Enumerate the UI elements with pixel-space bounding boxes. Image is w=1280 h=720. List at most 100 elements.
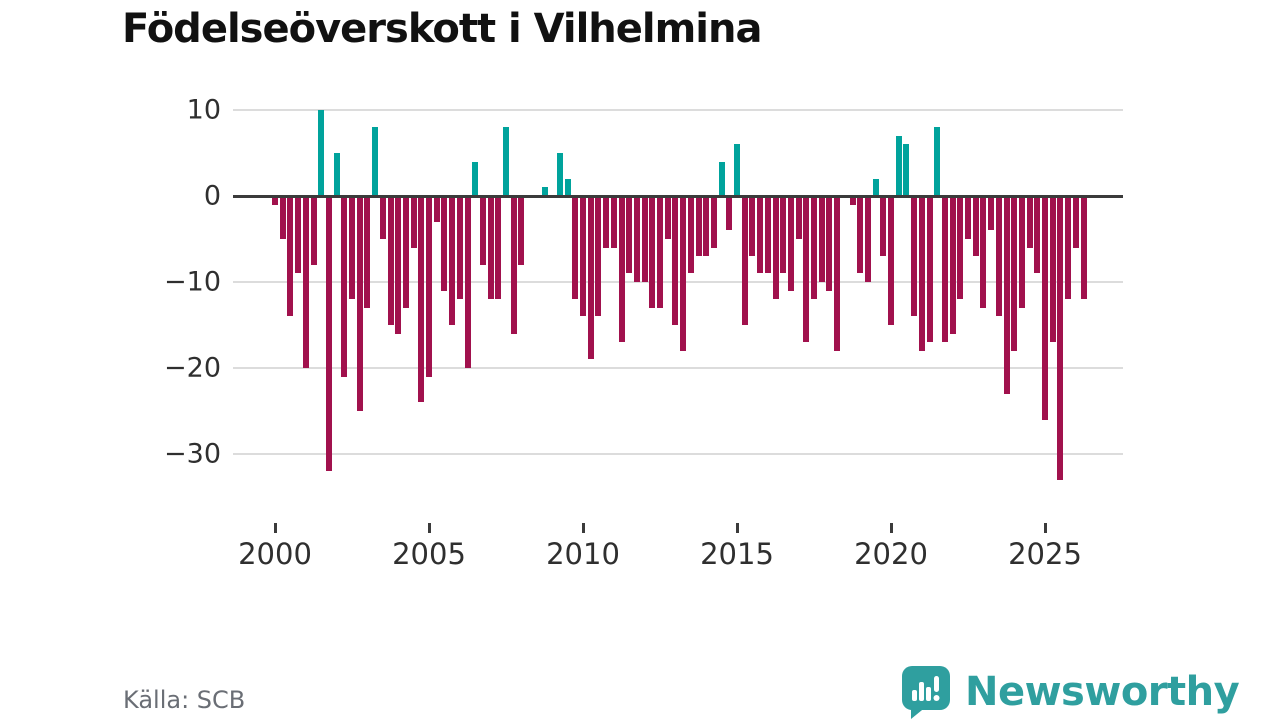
bar bbox=[1034, 196, 1041, 274]
gridline-y--20 bbox=[233, 367, 1123, 369]
bar bbox=[934, 127, 941, 196]
x-tick-mark bbox=[735, 523, 739, 533]
bar bbox=[895, 135, 902, 196]
x-axis-label: 2015 bbox=[700, 537, 774, 571]
bar bbox=[957, 196, 964, 300]
bar bbox=[356, 196, 363, 411]
bar bbox=[503, 127, 509, 196]
bar bbox=[780, 196, 787, 274]
bar bbox=[272, 196, 278, 205]
bar bbox=[318, 110, 325, 196]
bar bbox=[988, 196, 995, 231]
bar bbox=[949, 196, 956, 334]
bar bbox=[764, 196, 771, 274]
bar bbox=[556, 153, 563, 196]
bar bbox=[811, 196, 817, 300]
bar bbox=[672, 196, 679, 325]
bar bbox=[818, 196, 825, 282]
newsworthy-bubble-icon bbox=[902, 666, 950, 719]
bar bbox=[864, 196, 871, 282]
bar bbox=[302, 196, 309, 368]
bar bbox=[487, 196, 494, 300]
bar bbox=[926, 196, 933, 343]
bar bbox=[1011, 196, 1018, 351]
bar bbox=[664, 196, 671, 239]
bar bbox=[834, 196, 841, 351]
bar bbox=[695, 196, 702, 257]
bar bbox=[372, 127, 379, 196]
bar bbox=[279, 196, 286, 239]
bar bbox=[626, 196, 633, 274]
bar bbox=[379, 196, 386, 239]
bar bbox=[595, 196, 602, 317]
bar bbox=[657, 196, 663, 308]
bar bbox=[618, 196, 625, 343]
bar bbox=[710, 196, 717, 248]
source-label: Källa: SCB bbox=[123, 686, 246, 714]
x-axis-label: 2005 bbox=[392, 537, 466, 571]
y-axis-label: −30 bbox=[164, 438, 221, 470]
bar bbox=[402, 196, 409, 308]
bar bbox=[1057, 196, 1064, 480]
bar bbox=[965, 196, 971, 239]
bar bbox=[703, 196, 710, 257]
x-tick-mark bbox=[889, 523, 893, 533]
bar bbox=[518, 196, 525, 265]
x-axis-label: 2020 bbox=[854, 537, 928, 571]
bar bbox=[1026, 196, 1033, 248]
bar bbox=[680, 196, 687, 351]
bar bbox=[911, 196, 918, 317]
x-tick-mark bbox=[581, 523, 585, 533]
bar bbox=[826, 196, 833, 291]
bar bbox=[341, 196, 348, 377]
bar bbox=[1042, 196, 1048, 420]
zero-axis-line bbox=[233, 195, 1123, 198]
bar bbox=[849, 196, 856, 205]
y-axis-label: 10 bbox=[186, 94, 221, 126]
plot-area: 10 0 −10 −20 −30 2000 2005 2010 2015 2020 2025 bbox=[164, 95, 1123, 576]
bar bbox=[349, 196, 355, 300]
bar bbox=[510, 196, 517, 334]
bar bbox=[787, 196, 794, 291]
y-axis-label: −10 bbox=[164, 266, 221, 298]
bar bbox=[1003, 196, 1010, 394]
bar bbox=[610, 196, 617, 248]
bar bbox=[333, 153, 340, 196]
x-tick-mark bbox=[1043, 523, 1047, 533]
bar bbox=[325, 196, 332, 472]
bar bbox=[364, 196, 371, 308]
bar bbox=[433, 196, 440, 222]
bar bbox=[387, 196, 394, 325]
bar bbox=[641, 196, 648, 282]
bar bbox=[472, 161, 479, 196]
bar bbox=[995, 196, 1002, 317]
bar bbox=[734, 144, 740, 196]
bar bbox=[1072, 196, 1079, 248]
bar bbox=[772, 196, 779, 300]
x-tick-mark bbox=[427, 523, 431, 533]
bar bbox=[888, 196, 894, 325]
bar bbox=[426, 196, 432, 377]
bar bbox=[757, 196, 764, 274]
bar bbox=[587, 196, 594, 360]
bar bbox=[1080, 196, 1087, 300]
bar bbox=[564, 178, 571, 196]
x-axis-label: 2025 bbox=[1008, 537, 1082, 571]
bar bbox=[918, 196, 925, 351]
bar bbox=[479, 196, 486, 265]
bar bbox=[1018, 196, 1025, 308]
gridline-y--30 bbox=[233, 453, 1123, 455]
bar bbox=[295, 196, 302, 274]
bar bbox=[718, 161, 725, 196]
bar bbox=[1049, 196, 1056, 343]
chart-title: Födelseöverskott i Vilhelmina bbox=[122, 6, 762, 52]
bar bbox=[903, 144, 910, 196]
bar bbox=[603, 196, 610, 248]
bar bbox=[726, 196, 733, 231]
bar bbox=[633, 196, 640, 282]
bar bbox=[749, 196, 756, 257]
bar bbox=[741, 196, 748, 325]
gridline-y-10 bbox=[233, 109, 1123, 111]
bar bbox=[1065, 196, 1072, 300]
bar bbox=[495, 196, 502, 300]
